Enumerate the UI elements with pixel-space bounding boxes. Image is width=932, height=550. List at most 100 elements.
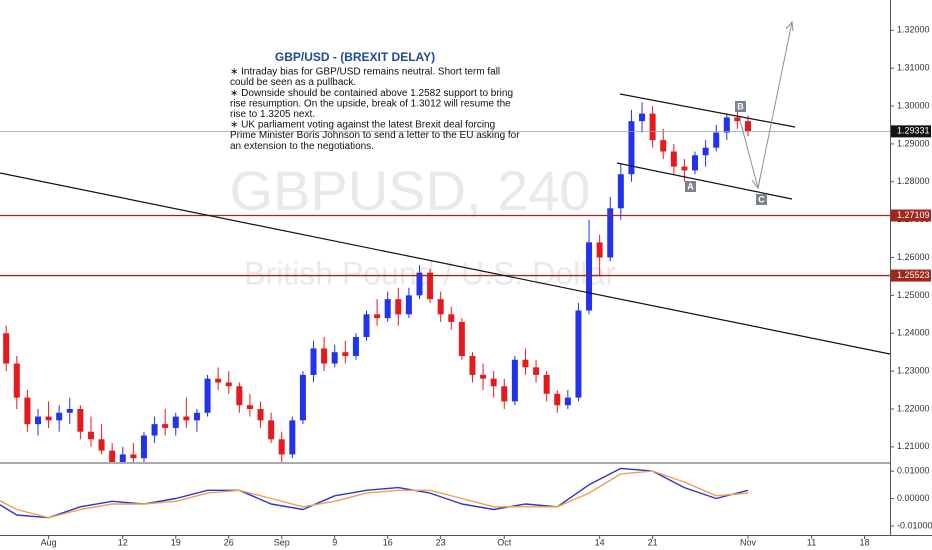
annotation-title: GBP/USD - (BREXIT DELAY)	[275, 50, 435, 64]
y-tick-label: 1.31000	[897, 63, 930, 73]
price-level-tag	[891, 209, 931, 222]
candle-body	[628, 121, 635, 175]
oscillator-line	[0, 470, 749, 519]
candle-body	[342, 352, 349, 356]
candle-body	[713, 132, 720, 148]
candle-body	[734, 117, 741, 122]
candle-body	[543, 374, 550, 394]
annotation-line: could be seen as a pullback.	[230, 77, 356, 88]
candle-body	[257, 408, 264, 421]
candle-body	[56, 412, 63, 421]
oscillator-panel	[0, 467, 749, 519]
candle-body	[321, 348, 328, 364]
price-panel	[0, 102, 890, 462]
candle-body	[744, 121, 751, 132]
candle-body	[130, 454, 137, 459]
y-tick-label: 0.01000	[897, 466, 930, 476]
x-tick-label: 11	[807, 537, 816, 547]
watermark-symbol: GBPUSD, 240	[229, 159, 590, 222]
candle-body	[416, 272, 423, 296]
candle-body	[3, 333, 10, 364]
candle-body	[140, 435, 147, 459]
y-tick-label: 1.25000	[897, 290, 930, 300]
x-tick-label: 21	[648, 537, 658, 547]
annotation-line: an extension to the negotiations.	[230, 141, 374, 152]
x-tick-label: Aug	[41, 537, 57, 547]
candle-body	[151, 424, 158, 436]
candle-body	[24, 397, 31, 425]
candle-body	[533, 367, 540, 375]
candle-body	[45, 416, 52, 421]
trend-line	[0, 172, 891, 355]
candle-body	[405, 295, 412, 315]
candle-body	[501, 386, 508, 402]
candle-body	[193, 412, 200, 421]
candle-body	[395, 299, 402, 315]
x-tick-label: Nov	[740, 537, 757, 547]
annotation-line: ∗ Downside should be contained above 1.2…	[230, 88, 513, 99]
y-tick-label: 1.24000	[897, 328, 930, 338]
candle-body	[692, 155, 699, 171]
x-tick-label: 18	[860, 537, 870, 547]
candle-body	[87, 431, 94, 440]
candle-body	[681, 166, 688, 171]
y-tick-label: 1.30000	[897, 100, 930, 110]
candle-body	[649, 113, 656, 141]
x-tick-label: Oct	[497, 537, 512, 547]
candle-body	[575, 310, 582, 398]
candle-body	[554, 393, 561, 406]
candle-body	[172, 416, 179, 428]
candle-body	[564, 397, 571, 406]
candle-body	[352, 337, 359, 356]
y-tick-label: 1.26000	[897, 252, 930, 262]
y-tick-label: 1.28000	[897, 176, 930, 186]
candle-body	[268, 420, 275, 440]
price-level-tag	[891, 269, 931, 282]
candle-body	[119, 454, 126, 462]
oscillator-line	[0, 467, 749, 519]
y-tick-label: 1.32000	[897, 25, 930, 35]
marker-label: B	[737, 101, 744, 111]
candle-body	[490, 378, 497, 387]
candle-body	[586, 242, 593, 311]
candle-body	[236, 386, 243, 406]
candle-body	[702, 147, 709, 156]
marker-label: C	[758, 194, 765, 204]
candle-body	[363, 314, 370, 338]
arrow-head	[785, 20, 794, 32]
annotation-text: ∗ Intraday bias for GBP/USD remains neut…	[230, 67, 520, 152]
arrow-head	[751, 177, 761, 190]
candle-body	[183, 416, 190, 421]
x-tick-label: 23	[436, 537, 446, 547]
marker-label: A	[687, 181, 694, 191]
annotation-line: Prime Minister Boris Johnson to send a l…	[230, 130, 520, 141]
candle-body	[522, 359, 529, 368]
marker-box	[735, 101, 746, 112]
y-tick-label: 1.23000	[897, 365, 930, 375]
candle-body	[374, 314, 381, 319]
channel-upper	[619, 93, 796, 128]
candle-body	[225, 382, 232, 387]
candle-body	[109, 450, 116, 462]
candle-body	[34, 416, 41, 425]
marker-box	[756, 194, 767, 205]
candle-body	[437, 299, 444, 315]
candle-body	[77, 408, 84, 432]
y-tick-label: 1.21000	[897, 441, 930, 451]
x-tick-label: 9	[332, 537, 337, 547]
price-level-label: 1.27109	[897, 210, 930, 220]
marker-box	[685, 181, 696, 192]
y-tick-label: 1.22000	[897, 403, 930, 413]
candle-body	[639, 113, 646, 122]
y-tick-label: 1.29000	[897, 138, 930, 148]
candle-body	[278, 439, 285, 455]
last-price-label: 1.29331	[897, 126, 930, 136]
candle-body	[469, 355, 476, 375]
annotation-line: ∗ Intraday bias for GBP/USD remains neut…	[230, 67, 500, 78]
candle-body	[66, 408, 73, 413]
last-price-tag	[891, 125, 931, 138]
candle-body	[660, 140, 667, 152]
candle-body	[299, 374, 306, 421]
candle-body	[331, 352, 338, 364]
